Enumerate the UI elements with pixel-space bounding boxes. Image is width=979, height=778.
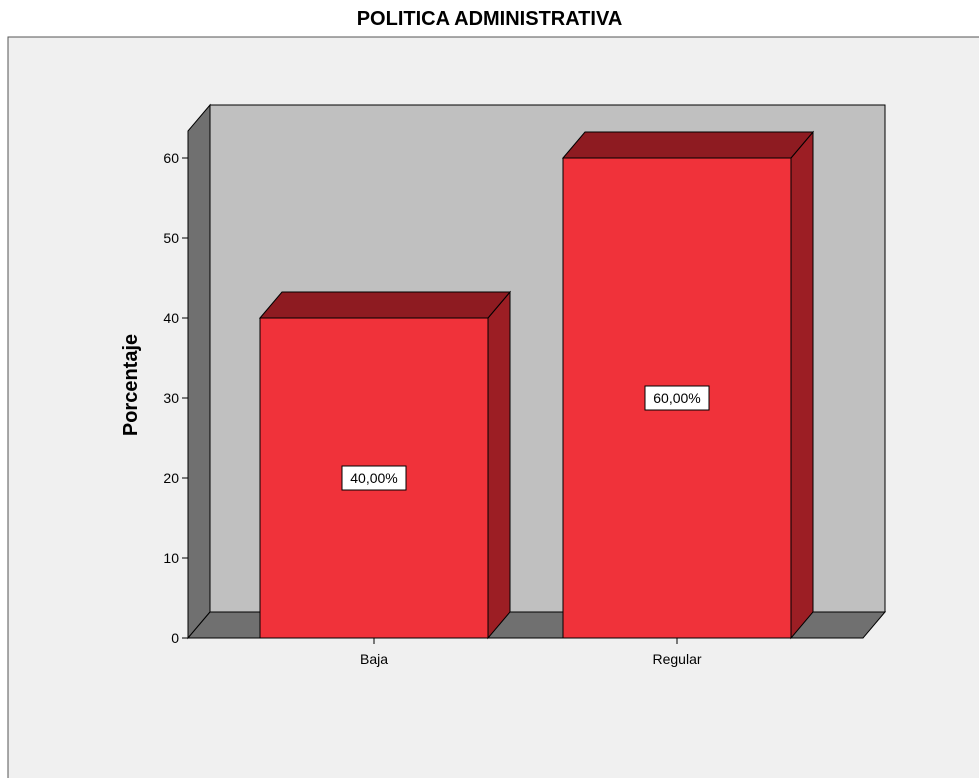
plot-left-wall (187, 103, 211, 640)
bar-baja (258, 290, 512, 640)
data-label: 40,00% (341, 465, 407, 491)
chart-title: POLITICA ADMINISTRATIVA (356, 8, 623, 30)
y-tick-label: 10 (163, 550, 179, 566)
x-tick-label: Regular (652, 651, 701, 667)
y-tick-label: 20 (163, 470, 179, 486)
y-tick-label: 30 (163, 390, 179, 406)
data-label-text: 60,00% (653, 390, 700, 406)
y-tick-label: 40 (163, 310, 179, 326)
y-tick-label: 50 (163, 230, 179, 246)
y-axis-ticks: 0 10 20 30 40 50 60 (163, 150, 188, 646)
x-axis-ticks: Baja Regular (360, 638, 702, 667)
data-label-text: 40,00% (350, 470, 397, 486)
x-tick-label: Baja (360, 651, 388, 667)
y-tick-label: 0 (171, 630, 179, 646)
bar-side-face (487, 290, 511, 640)
bar-top-face (258, 291, 512, 319)
data-labels-group: 40,00% 60,00% (341, 385, 710, 491)
bar-regular (561, 130, 815, 640)
data-label: 60,00% (644, 385, 710, 411)
data-label-box (644, 385, 710, 411)
data-label-box (341, 465, 407, 491)
y-axis-title: Porcentaje (120, 334, 142, 436)
bar-side-face (790, 130, 814, 640)
bar-top-face (561, 131, 815, 159)
y-tick-label: 60 (163, 150, 179, 166)
